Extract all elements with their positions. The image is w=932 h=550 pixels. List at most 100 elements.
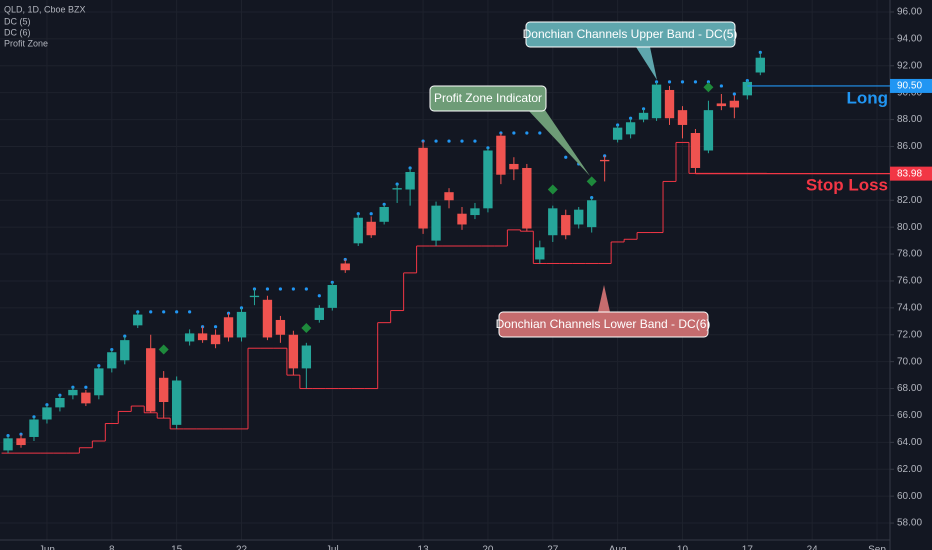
callout-pointer: [636, 47, 657, 80]
legend-title: QLD, 1D, Cboe BZX: [4, 4, 86, 14]
price-label: 83.98: [897, 168, 922, 179]
candle-body: [561, 215, 571, 236]
upper-band-dot: [499, 131, 503, 135]
candle-body: [288, 334, 299, 369]
x-tick-label: 10: [677, 545, 689, 550]
y-tick-label: 92.00: [897, 60, 922, 71]
callout-box: [498, 311, 709, 338]
upper-band-dot: [175, 310, 179, 314]
upper-band-dot: [304, 287, 308, 291]
y-tick-label: 58.00: [897, 518, 922, 529]
upper-band-dot: [162, 310, 166, 314]
candle-body: [418, 147, 428, 229]
candle-body: [651, 84, 662, 119]
x-tick-label: Jun: [39, 545, 55, 550]
upper-band-dot: [486, 146, 490, 150]
candle-body: [742, 81, 752, 96]
upper-band-dot: [434, 139, 438, 143]
candle-body: [405, 172, 415, 190]
candle-body: [159, 377, 169, 403]
upper-band-dot: [356, 212, 360, 216]
y-tick-label: 78.00: [897, 249, 922, 260]
callout-box: [429, 85, 547, 112]
x-tick-label: 20: [482, 545, 494, 550]
candle-body: [29, 419, 39, 437]
candle-body: [184, 333, 195, 342]
callout-upper: Donchian Channels Upper Band - DC(5): [523, 21, 737, 80]
x-tick-label: 17: [742, 545, 754, 550]
x-tick-label: 15: [171, 545, 183, 550]
upper-band-dot: [538, 131, 542, 135]
candle-body: [353, 217, 363, 244]
upper-band-dot: [369, 212, 373, 216]
y-tick-label: 60.00: [897, 491, 922, 502]
callout-text: Profit Zone Indicator: [434, 91, 542, 105]
y-tick-label: 88.00: [897, 114, 922, 125]
candle-body: [483, 150, 493, 209]
upper-band-dot: [473, 139, 477, 143]
candle-body: [236, 311, 247, 338]
legend-entry: DC (5): [4, 16, 31, 26]
upper-band-dot: [564, 155, 568, 159]
candle-body: [68, 389, 78, 396]
stop-loss-label: Stop Loss: [806, 175, 888, 194]
candle-body: [81, 392, 91, 404]
candle-body: [729, 100, 740, 108]
candle-body: [55, 397, 65, 408]
candle-body: [638, 112, 649, 120]
upper-band-dot: [732, 92, 736, 96]
callout-profit: Profit Zone Indicator: [429, 85, 590, 176]
y-tick-label: 64.00: [897, 437, 922, 448]
candle-body: [262, 299, 273, 338]
x-tick-label: Jul: [326, 545, 339, 550]
x-tick-label: 8: [109, 545, 115, 550]
x-tick-label: 27: [547, 545, 559, 550]
callout-box: [525, 21, 736, 48]
profit-zone-marker: [703, 82, 714, 93]
candle-body: [3, 438, 13, 451]
upper-band-dot: [603, 154, 607, 158]
upper-band-dot: [395, 182, 399, 186]
candle-body: [379, 206, 389, 222]
candle-body: [16, 438, 26, 446]
upper-band-dot: [667, 80, 672, 84]
profit-zone-marker: [547, 184, 558, 195]
y-tick-label: 76.00: [897, 276, 922, 287]
candle-body: [171, 380, 182, 425]
candle-body: [548, 208, 558, 236]
candle-body: [470, 208, 480, 216]
callout-pointer: [528, 110, 590, 176]
upper-band-dot: [382, 202, 386, 206]
candle-body: [146, 348, 156, 412]
x-tick-label: 22: [236, 545, 248, 550]
price-label-box: [890, 78, 932, 93]
candle-body: [94, 368, 104, 396]
upper-band-dot: [291, 287, 295, 291]
upper-band-dot: [447, 139, 451, 143]
candle-body: [223, 317, 234, 338]
candle-body: [120, 340, 130, 361]
candle-body: [301, 345, 312, 369]
upper-band-dot: [265, 287, 270, 291]
candle-body: [535, 247, 545, 260]
callout-text: Donchian Channels Lower Band - DC(6): [496, 317, 711, 331]
upper-band-dot: [421, 139, 425, 143]
y-tick-label: 72.00: [897, 329, 922, 340]
y-tick-label: 68.00: [897, 383, 922, 394]
long-label: Long: [846, 88, 888, 107]
candle-body: [249, 295, 260, 298]
profit-zone-marker: [586, 176, 597, 187]
legend-entry: DC (6): [4, 27, 31, 37]
candle-body: [522, 167, 532, 229]
candle-body: [690, 133, 701, 168]
y-tick-label: 80.00: [897, 222, 922, 233]
candle-body: [314, 307, 324, 320]
candle-body: [42, 407, 52, 420]
profit-zone-marker: [158, 344, 169, 355]
candle-body: [210, 334, 221, 345]
candle-body: [703, 110, 714, 151]
y-tick-label: 66.00: [897, 410, 922, 421]
candle-body: [431, 205, 441, 241]
